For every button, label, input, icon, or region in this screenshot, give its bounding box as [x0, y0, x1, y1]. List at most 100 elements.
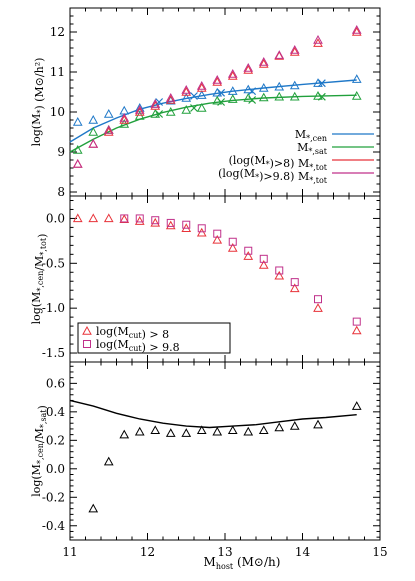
- data-point: [165, 92, 176, 102]
- data-point: [88, 213, 99, 223]
- data-point: [317, 92, 326, 101]
- x-tick-label: 15: [372, 545, 387, 559]
- data-point: [227, 68, 238, 78]
- x-axis-label: Mhost (M⊙/h): [204, 555, 281, 571]
- data-point: [155, 110, 164, 118]
- data-point: [227, 243, 238, 252]
- y-tick-label: 8: [57, 185, 65, 199]
- plot-frame: [69, 361, 381, 541]
- data-point: [119, 114, 130, 124]
- y-tick-label: 12: [50, 25, 65, 39]
- data-point: [72, 213, 83, 223]
- panel-middle: -1.5 -1.0 -0.5 0.0 log(M*,cen/M*,tot) log(Mcu…: [30, 195, 381, 363]
- data-point: [258, 56, 269, 66]
- data-point: [275, 266, 284, 275]
- legend-label: M*,sat: [297, 141, 328, 156]
- data-point: [72, 158, 83, 168]
- data-point: [248, 87, 257, 96]
- data-point: [274, 91, 285, 101]
- data-point: [258, 425, 269, 435]
- data-point: [244, 246, 253, 255]
- legend-box: [77, 322, 231, 354]
- y-tick-label: 0.0: [46, 211, 65, 225]
- data-point: [227, 70, 238, 80]
- data-point: [196, 425, 207, 435]
- data-point: [351, 401, 362, 410]
- data-point: [227, 425, 238, 435]
- data-point: [119, 429, 130, 439]
- data-point: [134, 104, 145, 114]
- data-point: [166, 218, 175, 227]
- y-tick-label: 0.0: [46, 462, 65, 476]
- data-point: [289, 44, 300, 54]
- data-point: [88, 138, 99, 148]
- data-point: [72, 158, 83, 168]
- data-point: [165, 220, 176, 230]
- data-point: [150, 217, 161, 227]
- data-point: [217, 98, 226, 106]
- data-point: [351, 325, 362, 335]
- data-point: [313, 419, 323, 429]
- data-point: [289, 46, 300, 56]
- data-point: [88, 114, 99, 124]
- data-point: [181, 104, 192, 114]
- data-point: [190, 92, 198, 100]
- y-tick-label: -0.4: [42, 519, 66, 533]
- data-point: [212, 426, 223, 436]
- x-tick-label: 13: [217, 545, 232, 559]
- data-point: [289, 80, 300, 90]
- data-point: [120, 214, 129, 223]
- data-point: [212, 76, 223, 86]
- data-point: [103, 124, 114, 134]
- data-point: [289, 91, 300, 101]
- data-point: [289, 283, 300, 293]
- data-point: [72, 144, 83, 154]
- data-point: [155, 98, 164, 106]
- data-point: [165, 428, 176, 437]
- data-point: [88, 126, 99, 136]
- data-point: [313, 78, 323, 87]
- data-point: [196, 90, 207, 99]
- data-point: [228, 237, 237, 246]
- data-point: [258, 82, 269, 92]
- y-tick-label: -0.5: [42, 256, 65, 270]
- data-point: [352, 317, 361, 326]
- y-tick-label: 10: [50, 105, 65, 119]
- data-point: [103, 126, 114, 136]
- data-point: [351, 74, 362, 83]
- legend-marker: [83, 340, 91, 348]
- y-tick-label: 11: [50, 65, 65, 79]
- data-point: [317, 79, 326, 88]
- data-point: [181, 92, 192, 102]
- y-tick-label: -1.5: [42, 346, 65, 360]
- y-tick-label: 0.6: [46, 376, 65, 390]
- data-point: [213, 229, 222, 238]
- data-point: [227, 94, 238, 103]
- data-point: [258, 58, 269, 68]
- data-point: [243, 92, 254, 102]
- data-point: [351, 24, 362, 34]
- x-tick-label: 14: [295, 545, 311, 559]
- data-point: [150, 425, 161, 435]
- y-axis-label: log(M*) (M⊙/h²): [30, 58, 46, 147]
- data-point: [151, 216, 160, 225]
- legend-label: (log(M*)>9.8) M*,tot: [218, 167, 328, 185]
- data-point: [103, 456, 114, 466]
- x-tick-label: 11: [62, 545, 77, 559]
- data-point: [150, 108, 161, 118]
- data-point: [196, 82, 207, 92]
- data-point: [196, 102, 207, 112]
- panel-bottom: 11 12 13 14 15 -0.4 -0.2 0.0 0.2 0.4 0.6 log(M*,cen…: [30, 361, 388, 559]
- data-point: [103, 108, 114, 118]
- data-point: [134, 216, 145, 225]
- data-point: [313, 34, 323, 44]
- data-point: [274, 50, 285, 59]
- y-tick-label: 0.4: [46, 405, 65, 419]
- data-point: [258, 260, 269, 269]
- data-point: [88, 503, 99, 513]
- data-point: [119, 112, 130, 122]
- y-axis-label: log(M*,cen/M*,tot): [30, 234, 49, 325]
- y-tick-label: -0.2: [42, 490, 65, 504]
- y-axis-label: log(M*,cen/M*,sat): [30, 405, 49, 497]
